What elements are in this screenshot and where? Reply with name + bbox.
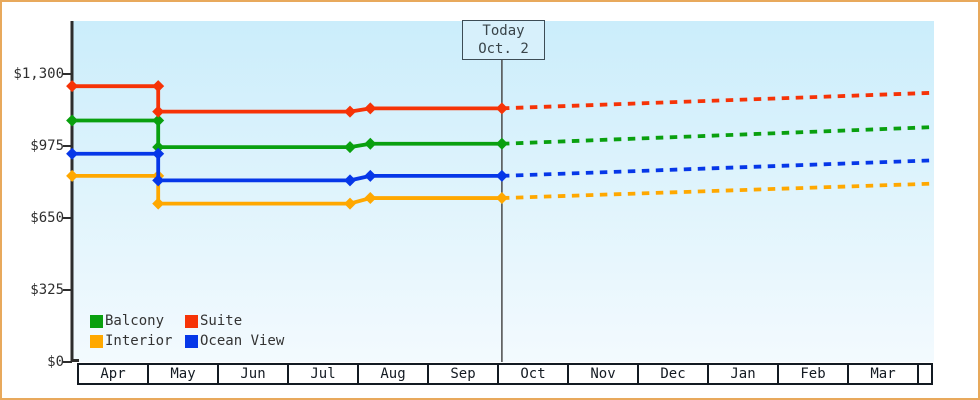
legend-swatch-icon — [90, 334, 103, 348]
legend-item-ocean-view: Ocean View — [185, 333, 284, 349]
month-label: Jun — [240, 366, 266, 382]
month-label: Jul — [310, 366, 336, 382]
today-date: Oct. 2 — [478, 41, 529, 57]
legend-item-suite: Suite — [185, 313, 284, 329]
month-label: Nov — [590, 366, 616, 382]
legend-swatch-icon — [185, 334, 198, 348]
month-cell-dec: Dec — [637, 363, 707, 385]
month-cell-aug: Aug — [357, 363, 427, 385]
legend-label: Ocean View — [200, 333, 285, 349]
y-tick-label: $325 — [30, 282, 64, 298]
legend-item-balcony: Balcony — [90, 313, 185, 329]
chart-legend: Balcony Suite Interior Ocean View — [90, 313, 284, 349]
x-axis-month-strip: Apr May Jun Jul Aug Sep Oct Nov Dec Jan Feb Mar — [77, 363, 933, 385]
month-cell-jan: Jan — [707, 363, 777, 385]
legend-swatch-icon — [90, 314, 103, 328]
today-marker-box: Today Oct. 2 — [462, 20, 545, 60]
month-label: Sep — [450, 366, 476, 382]
month-cell-partial — [917, 363, 933, 385]
legend-item-interior: Interior — [90, 333, 185, 349]
month-cell-mar: Mar — [847, 363, 917, 385]
legend-label: Suite — [200, 313, 243, 329]
month-label: Dec — [660, 366, 686, 382]
y-tick-label: $975 — [30, 138, 64, 154]
y-tick-label: $650 — [30, 210, 64, 226]
legend-label: Interior — [105, 333, 173, 349]
month-label: Jan — [730, 366, 756, 382]
month-cell-jun: Jun — [217, 363, 287, 385]
month-cell-feb: Feb — [777, 363, 847, 385]
month-label: May — [170, 366, 196, 382]
month-label: Apr — [100, 366, 126, 382]
legend-label: Balcony — [105, 313, 165, 329]
month-cell-oct: Oct — [497, 363, 567, 385]
month-cell-nov: Nov — [567, 363, 637, 385]
month-label: Aug — [380, 366, 406, 382]
month-cell-apr: Apr — [77, 363, 147, 385]
month-label: Mar — [870, 366, 896, 382]
plot-area-background — [73, 21, 934, 362]
month-cell-sep: Sep — [427, 363, 497, 385]
month-label: Feb — [800, 366, 826, 382]
today-label: Today — [482, 23, 525, 39]
legend-swatch-icon — [185, 314, 198, 328]
month-cell-may: May — [147, 363, 217, 385]
month-cell-jul: Jul — [287, 363, 357, 385]
y-tick-label: $0 — [47, 354, 64, 370]
y-tick-label: $1,300 — [13, 66, 64, 82]
month-label: Oct — [520, 366, 546, 382]
